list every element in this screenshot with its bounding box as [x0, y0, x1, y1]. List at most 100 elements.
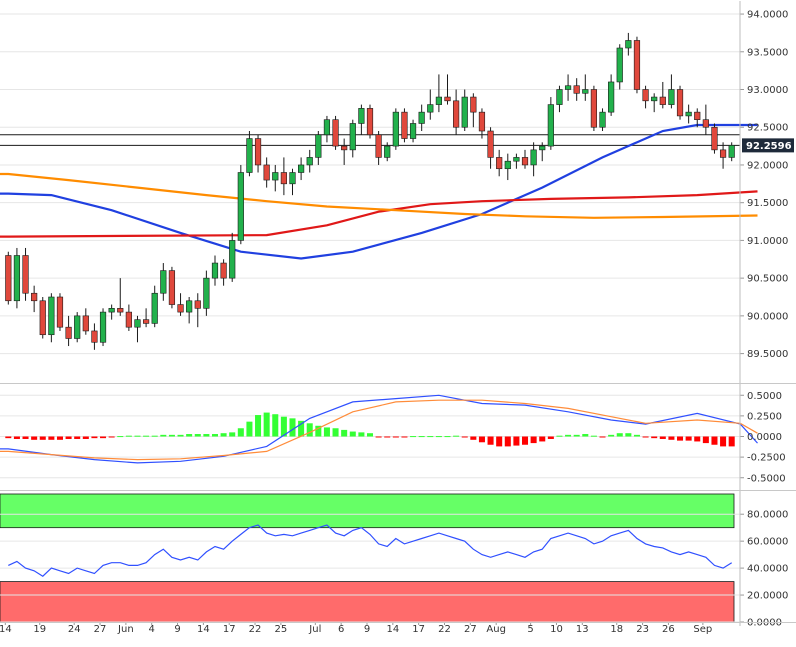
- candle-up: [409, 119, 417, 143]
- price-tick-label: 89.5000: [747, 349, 788, 360]
- candle-up: [556, 85, 563, 113]
- candle-body: [194, 300, 201, 309]
- candle-body: [366, 108, 374, 136]
- candle-body: [5, 255, 12, 302]
- candle-body: [332, 119, 339, 147]
- candle-down: [263, 157, 270, 188]
- macd-histogram-bar: [31, 436, 38, 440]
- candle-up: [582, 74, 589, 101]
- macd-tick-label: -0.2500: [747, 453, 786, 464]
- candle-up: [74, 312, 81, 343]
- macd-histogram-bar: [177, 434, 184, 437]
- macd-axis: 0.5000 0.2500 0.0000 -0.2500 -0.5000: [740, 391, 786, 484]
- macd-histogram-bar: [168, 434, 175, 437]
- candle-up: [616, 44, 623, 90]
- moving-average-line: [0, 123, 758, 260]
- rsi-oversold-zone: [0, 581, 735, 623]
- x-tick-label: 14: [386, 624, 399, 635]
- macd-tick-label: -0.5000: [747, 473, 786, 484]
- macd-histogram-bar: [160, 434, 167, 437]
- candle-body: [263, 164, 270, 181]
- x-tick-label: 27: [464, 624, 477, 635]
- macd-histogram-bar: [298, 420, 305, 437]
- macd-histogram-bar: [349, 431, 356, 437]
- x-tick-label: Sep: [693, 624, 712, 635]
- candle-down: [702, 104, 709, 135]
- macd-grid: [0, 394, 740, 479]
- candle-body: [642, 89, 649, 102]
- candle-body: [315, 134, 322, 158]
- x-tick-label: 19: [33, 624, 46, 635]
- macd-histogram-bar: [478, 436, 485, 443]
- candle-up: [289, 168, 296, 196]
- macd-histogram-bar: [435, 436, 442, 438]
- candle-body: [418, 111, 425, 124]
- macd-histogram-bar: [229, 432, 236, 437]
- candle-up: [418, 104, 425, 132]
- candle-down: [573, 78, 580, 101]
- candle-body: [254, 138, 262, 166]
- candle-body: [668, 89, 675, 105]
- candle-body: [608, 81, 615, 113]
- candle-body: [134, 319, 141, 328]
- rsi-value-line: [8, 524, 733, 577]
- candle-body: [220, 262, 227, 279]
- candle-body: [504, 160, 511, 170]
- candle-body: [272, 172, 279, 181]
- candle-body: [142, 319, 150, 324]
- candle-body: [435, 96, 442, 105]
- macd-histogram-bar: [633, 434, 640, 437]
- macd-histogram-bar: [599, 436, 606, 438]
- macd-histogram-bar: [608, 434, 615, 437]
- macd-histogram-bar: [728, 436, 735, 447]
- candle-body: [203, 277, 210, 309]
- x-tick-label: 18: [610, 624, 623, 635]
- candle-down: [31, 285, 38, 313]
- candle-body: [427, 104, 434, 113]
- candle-body: [65, 326, 72, 339]
- macd-histogram-bar: [323, 427, 330, 437]
- candle-up: [513, 153, 520, 169]
- macd-histogram-bar: [410, 436, 417, 438]
- macd-histogram-bar: [685, 436, 692, 441]
- macd-histogram-bar: [211, 434, 219, 437]
- macd-histogram-bar: [272, 414, 279, 437]
- candle-up: [151, 285, 158, 328]
- candle-body: [384, 145, 391, 158]
- macd-histogram-bar: [263, 412, 270, 437]
- macd-histogram-bar: [418, 436, 425, 438]
- macd-histogram-bar: [573, 434, 580, 437]
- candle-down: [280, 157, 287, 196]
- candle-body: [651, 96, 658, 102]
- candle-body: [341, 145, 348, 151]
- macd-histogram-bar: [125, 435, 132, 437]
- candle-up: [530, 142, 537, 177]
- candle-down: [590, 85, 598, 132]
- candle-down: [633, 36, 641, 94]
- x-tick-label: Jul: [308, 624, 321, 635]
- macd-histogram-bar: [39, 436, 46, 440]
- candle-body: [168, 270, 176, 305]
- candle-body: [91, 330, 98, 343]
- candle-down: [220, 259, 227, 286]
- candle-up: [48, 293, 55, 343]
- candle-body: [289, 172, 296, 185]
- candle-up: [186, 297, 193, 324]
- candle-body: [211, 262, 219, 279]
- candle-body: [694, 111, 701, 120]
- macd-tick-label: 0.5000: [747, 391, 782, 402]
- candle-body: [702, 119, 709, 128]
- candle-body: [659, 96, 666, 105]
- candle-body: [99, 311, 107, 343]
- x-tick-label: 23: [636, 624, 649, 635]
- x-tick-label: 27: [94, 624, 107, 635]
- candle-body: [298, 164, 305, 173]
- candle-down: [254, 134, 262, 173]
- price-tick-label: 93.0000: [747, 85, 788, 96]
- last-price-tag-background: [742, 138, 794, 153]
- candle-body: [547, 104, 554, 147]
- macd-histogram-bar: [203, 434, 210, 437]
- candle-up: [211, 255, 219, 286]
- candle-body: [556, 89, 563, 105]
- macd-histogram-bar: [22, 436, 29, 439]
